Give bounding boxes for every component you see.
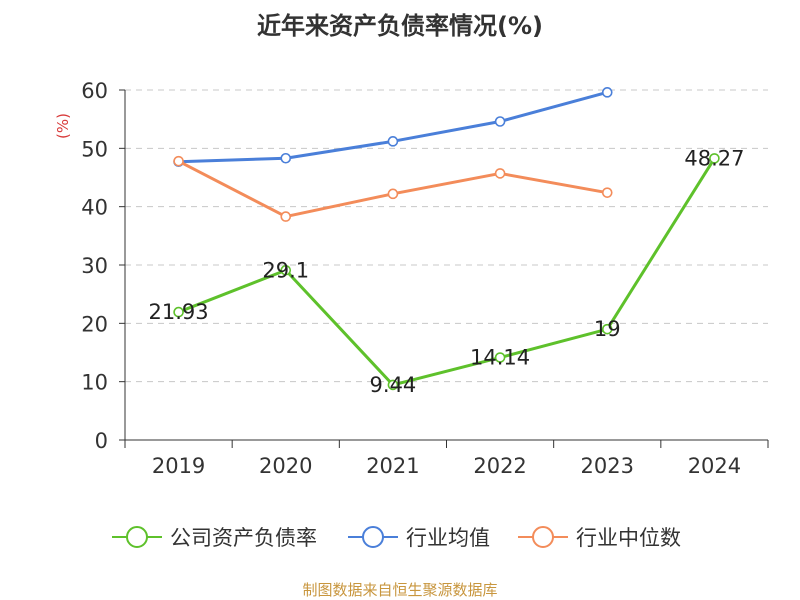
legend-label: 行业中位数 (576, 526, 681, 550)
data-point (387, 379, 399, 391)
y-tick-label: 10 (81, 371, 108, 395)
data-point (601, 323, 613, 335)
data-label: 29.1 (262, 258, 309, 282)
data-label: 21.93 (149, 300, 209, 324)
y-tick-label: 40 (81, 196, 108, 220)
x-tick-label: 2022 (473, 454, 526, 478)
series-line (178, 90, 608, 164)
data-point (494, 352, 506, 363)
data-point (387, 188, 399, 200)
legend-label: 公司资产负债率 (170, 526, 317, 550)
data-point (601, 187, 613, 198)
data-point (280, 264, 292, 276)
y-tick-label: 30 (81, 254, 108, 278)
legend-marker (126, 526, 148, 548)
legend-marker (362, 526, 384, 548)
x-tick-label: 2019 (152, 454, 205, 478)
data-label: 48.27 (684, 146, 744, 170)
data-point (173, 155, 184, 167)
x-tick-label: 2023 (581, 454, 634, 478)
x-tick-label: 2020 (259, 454, 312, 478)
data-point (494, 116, 506, 127)
series-line (178, 157, 716, 387)
y-tick-label: 20 (81, 312, 108, 336)
x-tick-label: 2024 (688, 454, 741, 478)
data-point (494, 168, 506, 179)
y-tick-label: 60 (81, 79, 108, 103)
y-tick-label: 50 (81, 137, 108, 161)
y-tick-label: 0 (95, 429, 108, 453)
data-point (709, 153, 720, 164)
data-point (387, 136, 399, 147)
data-point (280, 211, 292, 222)
data-label: 14.14 (470, 346, 530, 370)
data-label: 19 (594, 317, 621, 341)
y-axis-label: (%) (54, 113, 72, 139)
x-tick-label: 2021 (366, 454, 419, 478)
source-note: 制图数据来自恒生聚源数据库 (302, 581, 498, 599)
data-point (280, 152, 292, 164)
legend-marker (532, 526, 554, 548)
data-point (173, 306, 184, 318)
legend-label: 行业均值 (406, 526, 490, 550)
data-label: 9.44 (370, 373, 417, 397)
data-point (601, 87, 613, 98)
chart-title: 近年来资产负债率情况(%) (257, 12, 543, 40)
